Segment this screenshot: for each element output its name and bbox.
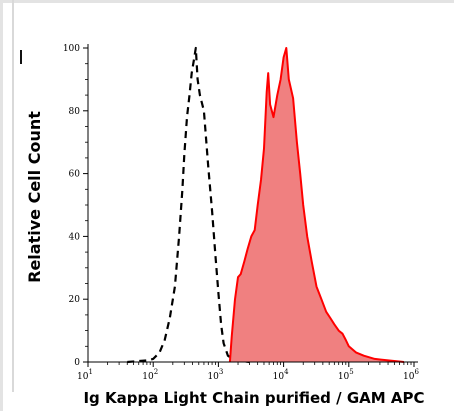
panel-divider <box>12 0 14 392</box>
x-tick-label: 101 <box>77 368 93 382</box>
y-tick-label: 80 <box>69 107 81 117</box>
x-tick-label: 102 <box>142 368 158 382</box>
y-tick-label: 100 <box>63 44 80 54</box>
series-line-0 <box>127 46 250 364</box>
x-tick-label: 104 <box>273 368 289 382</box>
y-tick-label: 40 <box>69 232 81 242</box>
x-axis-label: Ig Kappa Light Chain purified / GAM APC <box>83 389 424 407</box>
window-frame-left <box>0 0 3 411</box>
series-line-1 <box>228 47 405 363</box>
window-frame-top <box>0 0 454 3</box>
y-tick-label: 20 <box>69 295 81 305</box>
y-tick-label: 0 <box>74 358 80 368</box>
series-fill-1 <box>229 48 404 362</box>
y-tick-label: 60 <box>69 170 81 180</box>
x-tick-label: 103 <box>207 368 223 382</box>
y-axis: 0 20 40 60 80 100 <box>63 44 89 368</box>
x-tick-label: 106 <box>403 368 419 382</box>
x-axis: 101 102 103 104 105 106 <box>77 361 419 382</box>
clipped-text-fragment <box>17 50 22 64</box>
plot-area <box>127 46 405 364</box>
y-axis-label: Relative Cell Count <box>25 111 44 283</box>
x-tick-label: 105 <box>338 368 354 382</box>
